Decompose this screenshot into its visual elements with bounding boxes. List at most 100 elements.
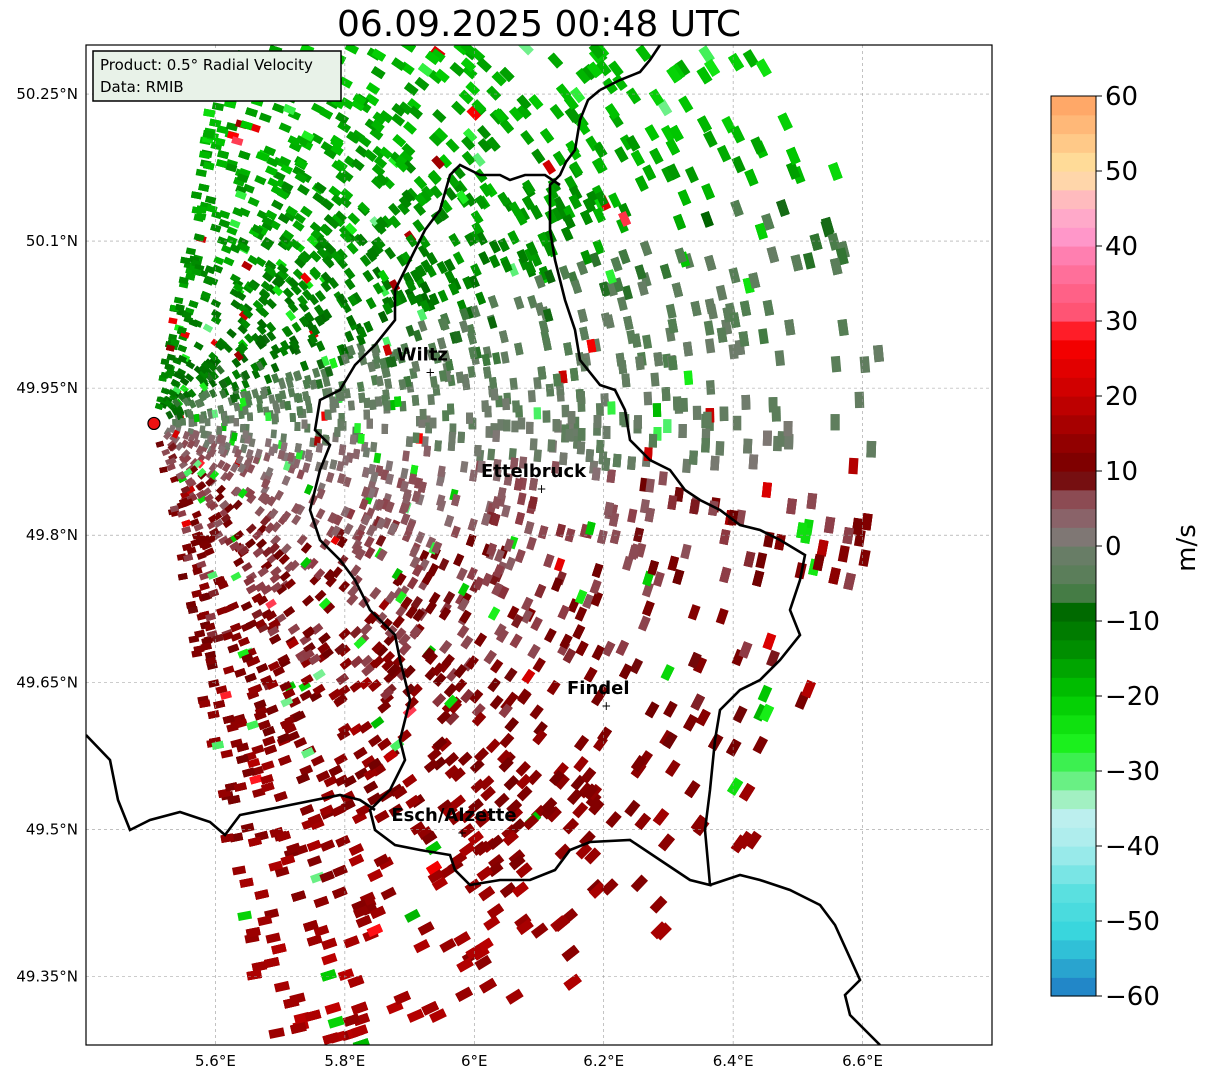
echo-gate <box>652 571 665 587</box>
echo-gate <box>508 106 524 122</box>
echo-gate <box>340 169 354 182</box>
echo-gate <box>490 388 499 401</box>
echo-gate <box>663 700 678 718</box>
echo-gate <box>703 130 718 148</box>
echo-gate <box>552 419 561 432</box>
echo-gate <box>569 161 584 177</box>
echo-gate <box>368 679 382 692</box>
map-title: 06.09.2025 00:48 UTC <box>336 4 742 45</box>
echo-gate <box>504 667 518 683</box>
echo-gate <box>168 333 178 341</box>
echo-gate <box>741 394 751 410</box>
echo-gate <box>419 292 431 305</box>
echo-gate <box>220 471 230 482</box>
echo-gate <box>215 685 228 695</box>
echo-gate <box>272 665 286 677</box>
echo-gate <box>340 97 355 110</box>
echo-gate <box>575 67 591 85</box>
echo-gate <box>220 513 231 524</box>
echo-gate <box>324 1001 342 1015</box>
echo-gate <box>467 365 476 378</box>
echo-gate <box>386 1000 404 1015</box>
echo-gate <box>261 608 273 620</box>
echo-gate <box>180 490 190 499</box>
echo-gate <box>369 441 378 453</box>
echo-gate <box>680 543 692 560</box>
echo-gate <box>232 486 243 497</box>
echo-gate <box>667 555 680 572</box>
echo-gate <box>222 518 233 529</box>
echo-gate <box>432 384 441 396</box>
echo-gate <box>321 937 338 951</box>
echo-gate <box>391 113 406 127</box>
echo-gate <box>156 396 165 404</box>
echo-gate <box>398 195 412 209</box>
echo-gate <box>216 484 226 495</box>
echo-gate <box>438 557 450 571</box>
echo-gate <box>414 531 426 544</box>
echo-gate <box>310 754 325 767</box>
echo-gate <box>232 282 244 293</box>
echo-gate <box>251 368 261 380</box>
echo-gate <box>230 632 243 642</box>
echo-gate <box>459 460 469 473</box>
echo-gate <box>427 869 444 884</box>
echo-gate <box>251 388 260 399</box>
echo-gate <box>554 843 572 860</box>
echo-gate <box>232 207 245 217</box>
echo-gate <box>203 276 214 286</box>
echo-gate <box>576 260 589 276</box>
echo-gate <box>244 333 255 344</box>
echo-gate <box>567 411 576 424</box>
echo-gate <box>232 865 247 876</box>
echo-gate <box>621 373 631 388</box>
echo-gate <box>187 479 197 489</box>
echo-gate <box>547 177 562 193</box>
echo-gate <box>356 333 366 346</box>
echo-gate <box>428 70 444 85</box>
echo-gate <box>474 954 492 971</box>
echo-gate <box>237 324 248 335</box>
echo-gate <box>417 244 430 258</box>
echo-gate <box>241 379 250 389</box>
echo-gate <box>429 375 438 388</box>
echo-gate <box>419 281 431 295</box>
echo-gate <box>381 516 392 529</box>
echo-gate <box>488 239 501 254</box>
echo-gate <box>501 504 511 518</box>
echo-gate <box>637 615 651 632</box>
echo-gate <box>762 299 775 317</box>
echo-gate <box>664 759 681 777</box>
echo-gate <box>299 689 313 702</box>
echo-gate <box>625 87 642 105</box>
echo-gate <box>504 717 519 733</box>
echo-gate <box>223 376 233 386</box>
echo-gate <box>684 166 699 184</box>
echo-gate <box>692 405 702 420</box>
echo-gate <box>526 536 537 551</box>
echo-gate <box>399 150 414 164</box>
echo-gate <box>465 305 476 320</box>
echo-gate <box>452 251 465 265</box>
echo-gate <box>755 552 768 569</box>
echo-gate <box>393 627 407 641</box>
echo-gate <box>406 1008 425 1023</box>
echo-gate <box>313 924 330 937</box>
echo-gate <box>195 168 207 178</box>
echo-gate <box>553 557 566 572</box>
echo-gate <box>316 488 326 500</box>
echo-gate <box>448 431 456 444</box>
echo-gate <box>158 401 168 409</box>
echo-gate <box>705 380 716 395</box>
echo-gate <box>533 721 548 737</box>
echo-gate <box>448 810 465 826</box>
echo-gate <box>503 419 511 432</box>
echo-gate <box>509 377 518 391</box>
echo-gate <box>396 253 408 267</box>
echo-gate <box>382 650 396 664</box>
echo-gate <box>627 508 638 524</box>
echo-gate <box>442 410 450 422</box>
echo-gate <box>391 567 403 581</box>
echo-gate <box>238 636 250 647</box>
echo-gate <box>307 557 319 570</box>
